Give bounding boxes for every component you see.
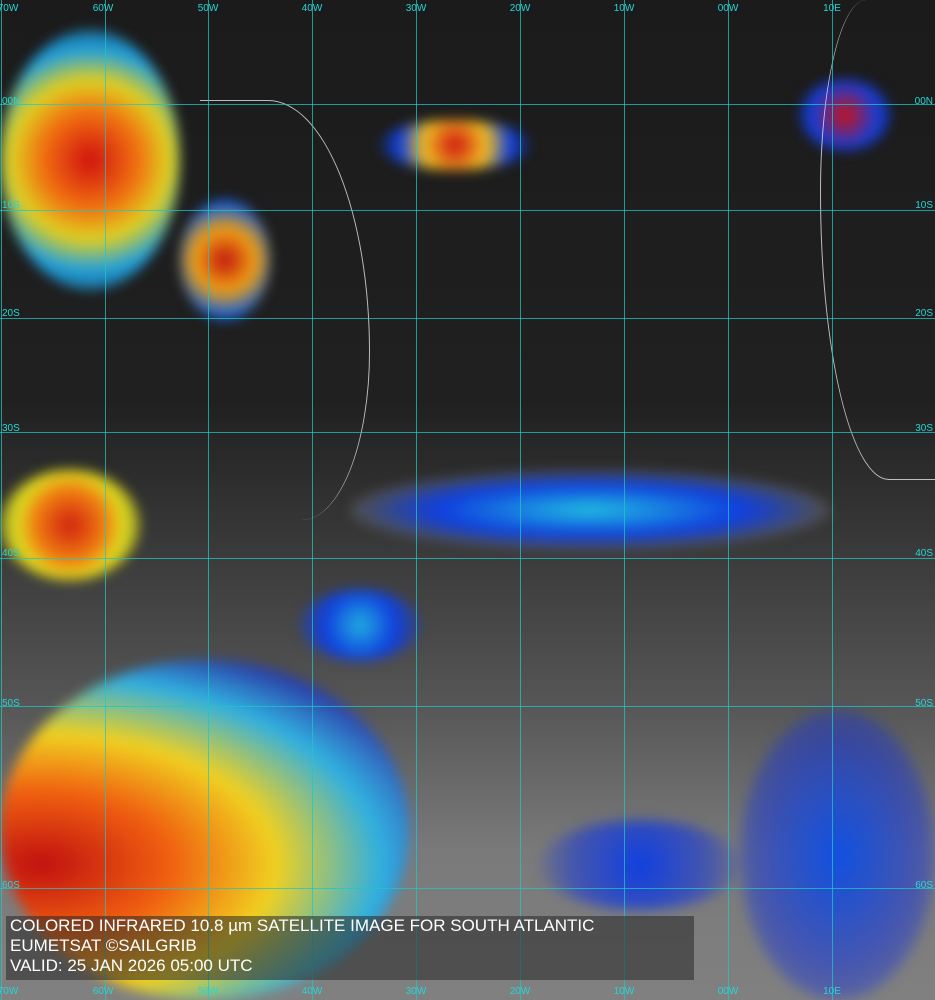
- cloud-mass: [0, 30, 180, 290]
- latitude-label: 30S: [2, 423, 20, 434]
- caption-valid-time: VALID: 25 JAN 2026 05:00 UTC: [10, 956, 253, 975]
- parallel-line: [0, 432, 935, 433]
- latitude-label: 40S: [915, 548, 933, 559]
- latitude-label: 50S: [2, 698, 20, 709]
- longitude-label: 20W: [509, 986, 531, 997]
- latitude-label: 00N: [2, 96, 21, 107]
- longitude-label: 60W: [92, 986, 114, 997]
- parallel-line: [0, 558, 935, 559]
- coastline-south-america: [200, 100, 370, 520]
- meridian-line: [520, 0, 521, 1000]
- longitude-label: 10E: [823, 3, 841, 14]
- meridian-line: [105, 0, 106, 1000]
- latitude-label: 50S: [915, 698, 933, 709]
- meridian-line: [416, 0, 417, 1000]
- cloud-mass: [380, 120, 530, 170]
- meridian-line: [832, 0, 833, 1000]
- longitude-label: 50W: [197, 3, 219, 14]
- longitude-label: 30W: [405, 3, 427, 14]
- meridian-line: [312, 0, 313, 1000]
- longitude-label: 30W: [405, 986, 427, 997]
- image-caption: COLORED INFRARED 10.8 µm SATELLITE IMAGE…: [6, 916, 694, 980]
- cloud-mass: [540, 820, 740, 910]
- latitude-label: 10S: [2, 200, 20, 211]
- meridian-line: [1, 0, 2, 1000]
- latitude-label: 20S: [2, 308, 20, 319]
- longitude-label: 10W: [613, 3, 635, 14]
- latitude-label: 30S: [915, 423, 933, 434]
- meridian-line: [624, 0, 625, 1000]
- latitude-label: 10S: [915, 200, 933, 211]
- cloud-mass: [0, 470, 140, 580]
- longitude-label: 70W: [0, 3, 19, 14]
- cloud-band: [350, 470, 830, 550]
- caption-title: COLORED INFRARED 10.8 µm SATELLITE IMAGE…: [10, 916, 595, 935]
- longitude-label: 40W: [301, 986, 323, 997]
- longitude-label: 40W: [301, 3, 323, 14]
- meridian-line: [728, 0, 729, 1000]
- longitude-label: 00W: [717, 986, 739, 997]
- meridian-line: [208, 0, 209, 1000]
- parallel-line: [0, 706, 935, 707]
- longitude-label: 50W: [197, 986, 219, 997]
- longitude-label: 60W: [92, 3, 114, 14]
- cloud-mass: [740, 710, 935, 1000]
- longitude-label: 10E: [823, 986, 841, 997]
- parallel-line: [0, 888, 935, 889]
- latitude-label: 60S: [915, 880, 933, 891]
- parallel-line: [0, 210, 935, 211]
- longitude-label: 20W: [509, 3, 531, 14]
- latitude-label: 60S: [2, 880, 20, 891]
- latitude-label: 00N: [914, 96, 933, 107]
- caption-source: EUMETSAT ©SAILGRIB: [10, 936, 197, 955]
- longitude-label: 10W: [613, 986, 635, 997]
- latitude-label: 40S: [2, 548, 20, 559]
- longitude-label: 70W: [0, 986, 19, 997]
- coastline-africa: [820, 0, 935, 480]
- parallel-line: [0, 318, 935, 319]
- cloud-mass: [300, 590, 420, 660]
- latitude-label: 20S: [915, 308, 933, 319]
- parallel-line: [0, 104, 935, 105]
- longitude-label: 00W: [717, 3, 739, 14]
